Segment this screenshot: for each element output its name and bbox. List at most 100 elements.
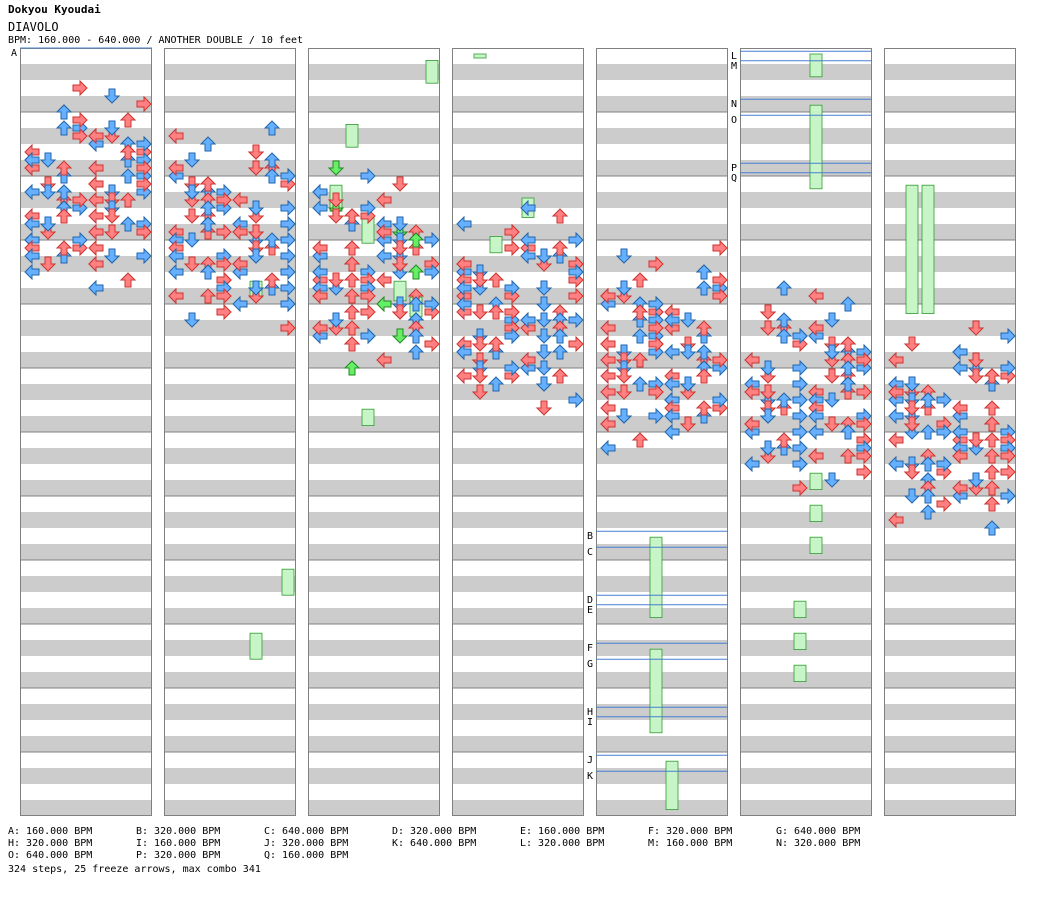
step-arrow: [535, 360, 553, 376]
step-arrow-shape: [216, 255, 232, 273]
step-arrow-shape: [808, 287, 824, 305]
step-arrow-shape: [952, 447, 968, 465]
step-arrow: [744, 415, 760, 433]
step-arrow: [535, 280, 553, 296]
step-arrow: [471, 368, 489, 384]
step-arrow: [199, 264, 217, 280]
step-arrow-shape: [679, 344, 697, 360]
step-arrow: [856, 447, 872, 465]
beat-band: [452, 608, 584, 624]
beat-band: [164, 704, 296, 720]
step-arrow: [919, 488, 937, 504]
beat-band: [20, 64, 152, 80]
step-arrow: [903, 416, 921, 432]
step-arrow: [520, 351, 536, 369]
step-arrow-shape: [263, 168, 281, 184]
step-arrow-shape: [679, 312, 697, 328]
step-arrow-shape: [520, 311, 536, 329]
step-arrow: [376, 271, 392, 289]
step-arrow-shape: [888, 431, 904, 449]
step-arrow: [600, 335, 616, 353]
step-arrow-shape: [232, 255, 248, 273]
step-arrow: [487, 304, 505, 320]
step-arrow-shape: [648, 383, 664, 401]
step-arrow: [520, 247, 536, 265]
step-arrow: [343, 360, 361, 376]
step-arrow-shape: [856, 415, 872, 433]
step-arrow: [312, 319, 328, 337]
step-arrow-shape: [136, 95, 152, 113]
step-arrow: [168, 263, 184, 281]
beat-band: [740, 416, 872, 432]
step-arrow: [360, 167, 376, 185]
step-arrow: [343, 336, 361, 352]
beat-band: [884, 768, 1016, 784]
step-arrow-shape: [456, 255, 472, 273]
step-arrow: [232, 295, 248, 313]
beat-band: [452, 128, 584, 144]
bpm-change-label: E: [587, 605, 593, 616]
step-arrow: [376, 247, 392, 265]
beat-band: [884, 800, 1016, 816]
step-arrow: [360, 199, 376, 217]
step-arrow-shape: [88, 159, 104, 177]
beat-band: [740, 512, 872, 528]
step-arrow: [744, 455, 760, 473]
step-arrow-shape: [744, 455, 760, 473]
step-arrow: [327, 208, 345, 224]
beat-band: [740, 64, 872, 80]
step-arrow-shape: [967, 352, 985, 368]
step-arrow-shape: [839, 448, 857, 464]
freeze-arrow: [809, 472, 823, 491]
step-arrow: [24, 263, 40, 281]
beat-band: [20, 416, 152, 432]
step-arrow: [456, 343, 472, 361]
step-arrow: [839, 376, 857, 392]
step-arrow-shape: [792, 423, 808, 441]
step-arrow-shape: [775, 432, 793, 448]
step-arrow-shape: [391, 216, 409, 232]
step-arrow-shape: [823, 392, 841, 408]
step-arrow-shape: [376, 351, 392, 369]
step-arrow-shape: [263, 232, 281, 248]
beat-band: [20, 480, 152, 496]
step-arrow-shape: [695, 400, 713, 416]
step-arrow: [568, 263, 584, 281]
bpm-legend-entry: P: 320.000 BPM: [136, 850, 221, 861]
beat-band: [164, 128, 296, 144]
step-arrow: [199, 200, 217, 216]
step-arrow-shape: [343, 256, 361, 272]
freeze-arrow: [905, 184, 919, 314]
step-arrow-shape: [280, 295, 296, 313]
step-arrow-shape: [919, 392, 937, 408]
step-arrow-shape: [695, 320, 713, 336]
step-arrow-shape: [551, 240, 569, 256]
step-arrow-shape: [504, 359, 520, 377]
beat-band: [308, 384, 440, 400]
beat-band: [20, 800, 152, 816]
step-arrow-shape: [136, 159, 152, 177]
step-arrow: [487, 376, 505, 392]
step-arrow-shape: [247, 280, 265, 296]
beat-band: [740, 800, 872, 816]
step-arrow: [136, 159, 152, 177]
bpm-change-label: M: [731, 61, 737, 72]
beat-band: [20, 160, 152, 176]
step-arrow: [263, 120, 281, 136]
step-arrow-shape: [360, 303, 376, 321]
step-arrow: [72, 231, 88, 249]
bpm-change-label: L: [731, 51, 737, 62]
beat-band: [884, 608, 1016, 624]
step-arrow: [343, 288, 361, 304]
step-arrow: [88, 207, 104, 225]
step-arrow-shape: [600, 319, 616, 337]
step-arrow: [664, 375, 680, 393]
step-arrow: [407, 264, 425, 280]
step-arrow: [967, 352, 985, 368]
step-arrow: [280, 215, 296, 233]
step-arrow-shape: [792, 479, 808, 497]
step-arrow: [792, 359, 808, 377]
step-arrow: [280, 319, 296, 337]
step-arrow: [407, 328, 425, 344]
step-arrow-shape: [407, 344, 425, 360]
